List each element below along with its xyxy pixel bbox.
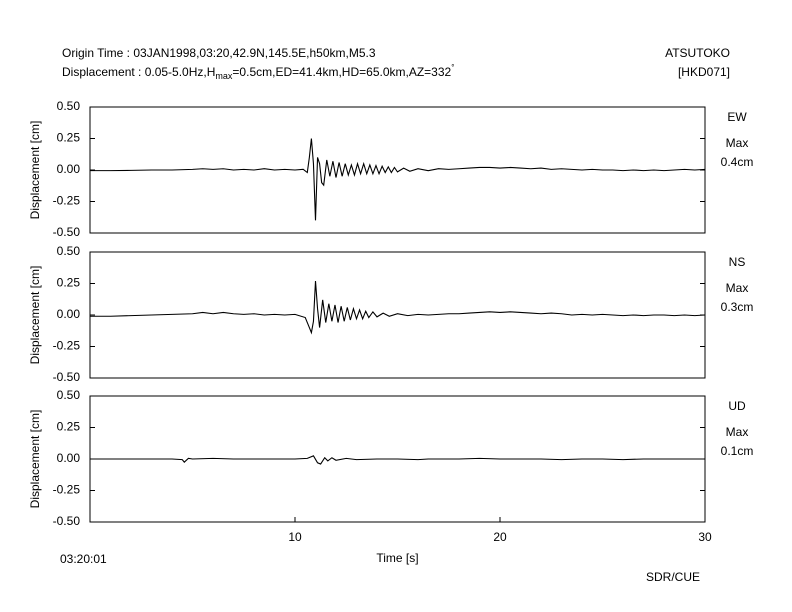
component: NS	[729, 255, 746, 269]
disp-a: Displacement : 0.05-5.0Hz,H	[62, 65, 215, 79]
y-tick-label: -0.50	[53, 370, 81, 384]
trace	[90, 138, 706, 221]
y-tick-label: 0.25	[57, 420, 81, 434]
y-axis-label: Displacement [cm]	[28, 121, 42, 220]
y-tick-label: 0.50	[57, 99, 81, 113]
origin-time: Origin Time : 03JAN1998,03:20,42.9N,145.…	[62, 46, 376, 60]
y-tick-label: -0.50	[53, 514, 81, 528]
y-tick-label: -0.25	[53, 339, 81, 353]
max-text: Max	[726, 136, 749, 150]
max-text: Max	[726, 425, 749, 439]
y-tick-label: 0.00	[57, 162, 81, 176]
y-tick-label: 0.00	[57, 451, 81, 465]
disp-deg: °	[451, 63, 454, 72]
y-axis-label: Displacement [cm]	[28, 266, 42, 365]
trace	[90, 455, 705, 465]
disp-sub: max	[215, 71, 233, 81]
y-tick-label: -0.25	[53, 194, 81, 208]
component: EW	[727, 110, 747, 124]
y-tick-label: 0.00	[57, 307, 81, 321]
station: ATSUTOKO	[665, 46, 730, 60]
max-value: 0.3cm	[721, 300, 754, 314]
displacement-info: Displacement : 0.05-5.0Hz,Hmax=0.5cm,ED=…	[62, 63, 454, 81]
y-tick-label: 0.50	[57, 388, 81, 402]
start-time: 03:20:01	[60, 552, 107, 566]
max-value: 0.4cm	[721, 155, 754, 169]
y-axis-label: Displacement [cm]	[28, 410, 42, 509]
y-tick-label: -0.25	[53, 483, 81, 497]
x-axis-label: Time [s]	[376, 551, 418, 565]
x-tick-label: 20	[493, 530, 507, 544]
y-tick-label: 0.25	[57, 131, 81, 145]
y-tick-label: -0.50	[53, 225, 81, 239]
credit: SDR/CUE	[646, 570, 700, 584]
max-text: Max	[726, 281, 749, 295]
trace	[90, 280, 706, 335]
y-tick-label: 0.50	[57, 244, 81, 258]
x-tick-label: 10	[288, 530, 302, 544]
disp-b: =0.5cm,ED=41.4km,HD=65.0km,AZ=332	[232, 65, 451, 79]
component: UD	[728, 399, 746, 413]
y-tick-label: 0.25	[57, 276, 81, 290]
station-code: [HKD071]	[678, 65, 730, 79]
max-value: 0.1cm	[721, 444, 754, 458]
x-tick-label: 30	[698, 530, 712, 544]
